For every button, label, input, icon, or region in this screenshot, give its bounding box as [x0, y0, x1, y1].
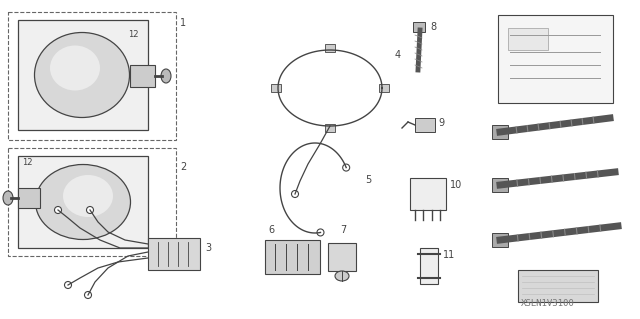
FancyBboxPatch shape: [18, 156, 148, 248]
Ellipse shape: [3, 191, 13, 205]
FancyBboxPatch shape: [415, 118, 435, 132]
FancyBboxPatch shape: [271, 84, 281, 92]
FancyBboxPatch shape: [325, 124, 335, 132]
FancyBboxPatch shape: [492, 233, 508, 247]
FancyBboxPatch shape: [410, 178, 446, 210]
FancyBboxPatch shape: [498, 15, 613, 103]
Text: 12: 12: [128, 30, 138, 39]
Ellipse shape: [161, 69, 171, 83]
Text: 12: 12: [22, 158, 33, 167]
FancyBboxPatch shape: [18, 188, 40, 208]
FancyBboxPatch shape: [492, 125, 508, 139]
Text: 9: 9: [438, 118, 444, 128]
FancyBboxPatch shape: [328, 243, 356, 271]
FancyBboxPatch shape: [379, 84, 389, 92]
FancyBboxPatch shape: [420, 248, 438, 284]
Text: 1: 1: [180, 18, 186, 28]
Ellipse shape: [35, 33, 129, 117]
Text: 10: 10: [450, 180, 462, 190]
Ellipse shape: [291, 190, 298, 197]
Ellipse shape: [317, 229, 324, 236]
Ellipse shape: [35, 165, 131, 240]
Ellipse shape: [335, 271, 349, 281]
FancyBboxPatch shape: [18, 20, 148, 130]
Text: 4: 4: [395, 50, 401, 60]
Ellipse shape: [65, 281, 72, 288]
Text: XSLN1V3100: XSLN1V3100: [521, 299, 575, 308]
Text: 8: 8: [430, 22, 436, 32]
FancyBboxPatch shape: [413, 22, 425, 32]
FancyBboxPatch shape: [265, 240, 320, 274]
Ellipse shape: [63, 175, 113, 217]
FancyBboxPatch shape: [518, 270, 598, 302]
Text: 11: 11: [443, 250, 455, 260]
FancyBboxPatch shape: [325, 44, 335, 52]
Ellipse shape: [86, 206, 93, 213]
FancyBboxPatch shape: [492, 178, 508, 192]
Ellipse shape: [342, 164, 349, 171]
FancyBboxPatch shape: [130, 65, 155, 87]
Text: 3: 3: [205, 243, 211, 253]
FancyBboxPatch shape: [148, 238, 200, 270]
Text: 6: 6: [268, 225, 274, 235]
Text: 5: 5: [365, 175, 371, 185]
Text: 7: 7: [340, 225, 346, 235]
FancyBboxPatch shape: [508, 28, 548, 50]
Ellipse shape: [54, 206, 61, 213]
Ellipse shape: [84, 292, 92, 299]
Ellipse shape: [50, 46, 100, 91]
Text: 2: 2: [180, 162, 186, 172]
